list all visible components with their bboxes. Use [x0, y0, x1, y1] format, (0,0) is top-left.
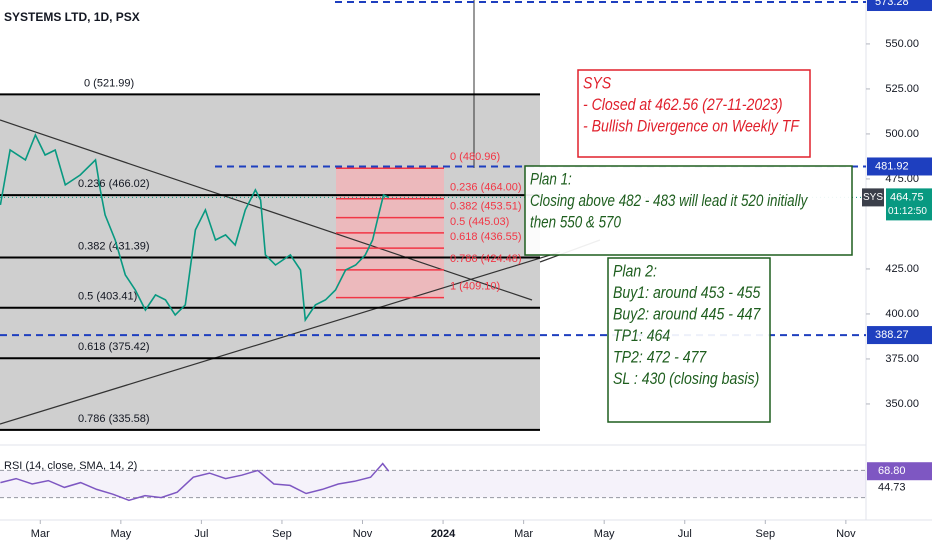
fib-label: 0 (521.99) — [84, 77, 134, 89]
sys-line: - Bullish Divergence on Weekly TF — [583, 117, 800, 135]
symbol-tag-label: SYS — [863, 192, 883, 203]
plan2-line: TP1: 464 — [613, 327, 671, 345]
y-tick-label: 500.00 — [885, 128, 919, 140]
fib-label: 0.236 (466.02) — [78, 178, 150, 190]
x-tick-label: Sep — [756, 528, 776, 540]
sys-line: SYS — [583, 74, 612, 92]
x-tick-label: May — [594, 528, 615, 540]
x-tick-label: May — [110, 528, 131, 540]
plan2-line: TP2: 472 - 477 — [613, 348, 707, 366]
sys-line: - Closed at 462.56 (27-11-2023) — [583, 96, 783, 114]
fib-label-right: 1 (409.10) — [450, 280, 500, 292]
x-tick-label: Jul — [678, 528, 692, 540]
x-tick-label: Jul — [194, 528, 208, 540]
y-tick-label: 525.00 — [885, 83, 919, 95]
fib-label: 0.786 (335.58) — [78, 413, 150, 425]
x-tick-label: 2024 — [431, 528, 456, 540]
y-tick-label: 400.00 — [885, 308, 919, 320]
y-tick-label: 350.00 — [885, 398, 919, 410]
x-tick-label: Mar — [514, 528, 533, 540]
symbol-title: SYSTEMS LTD, 1D, PSX — [4, 10, 140, 24]
last-price-label: 464.75 — [890, 191, 924, 203]
fib-label: 0.618 (375.42) — [78, 341, 150, 353]
key-level-tag — [867, 326, 932, 345]
plan2-line: Plan 2: — [613, 262, 657, 280]
rsi-title: RSI (14, close, SMA, 14, 2) — [4, 460, 137, 472]
rsi-current-tag — [867, 462, 932, 481]
plan2-line: Buy1: around 453 - 455 — [613, 284, 761, 302]
key-level-tag-label: 481.92 — [875, 160, 909, 172]
plan2-box — [607, 257, 771, 423]
countdown-label: 01:12:50 — [888, 206, 927, 217]
key-level-tag-label: 388.27 — [875, 329, 909, 341]
rsi-sma-label: 44.73 — [878, 481, 906, 493]
key-level-tag — [867, 0, 932, 12]
x-tick-label: Sep — [272, 528, 292, 540]
rsi-band — [0, 470, 866, 498]
plan1-line: Closing above 482 - 483 will lead it 520… — [530, 192, 808, 211]
fib-label-right: 0.786 (424.48) — [450, 253, 522, 265]
x-tick-label: Mar — [31, 528, 50, 540]
rsi-line — [0, 462, 390, 502]
sys-box — [577, 69, 811, 158]
y-tick-label: 425.00 — [885, 263, 919, 275]
fib-label: 0.5 (403.41) — [78, 291, 137, 303]
plan2-line: SL : 430 (closing basis) — [613, 370, 759, 388]
plan1-line: Plan 1: — [530, 170, 572, 189]
plan1-line: then 550 & 570 — [530, 213, 621, 232]
trendline-up — [0, 251, 561, 425]
y-tick-label: 550.00 — [885, 38, 919, 50]
rsi-current-label: 68.80 — [878, 465, 906, 477]
fib-label-right: 0.382 (453.51) — [450, 201, 522, 213]
fib-label-right: 0 (480.96) — [450, 151, 500, 163]
fib-label: 0.382 (431.39) — [78, 240, 150, 252]
y-tick-label: 375.00 — [885, 353, 919, 365]
plan2-line: Buy2: around 445 - 447 — [613, 305, 762, 323]
plan1-box — [524, 165, 853, 256]
fib-label-right: 0.236 (464.00) — [450, 182, 522, 194]
price-line — [0, 133, 390, 323]
last-price-tag — [886, 188, 932, 221]
symbol-tag — [862, 188, 884, 207]
y-tick-label: 475.00 — [885, 173, 919, 185]
key-level-tag — [867, 157, 932, 176]
x-tick-label: Nov — [353, 528, 373, 540]
fib-label-right: 0.618 (436.55) — [450, 231, 522, 243]
x-tick-label: Nov — [836, 528, 856, 540]
key-level-tag-label: 573.28 — [875, 0, 909, 8]
fib-label-right: 0.5 (445.03) — [450, 216, 509, 228]
